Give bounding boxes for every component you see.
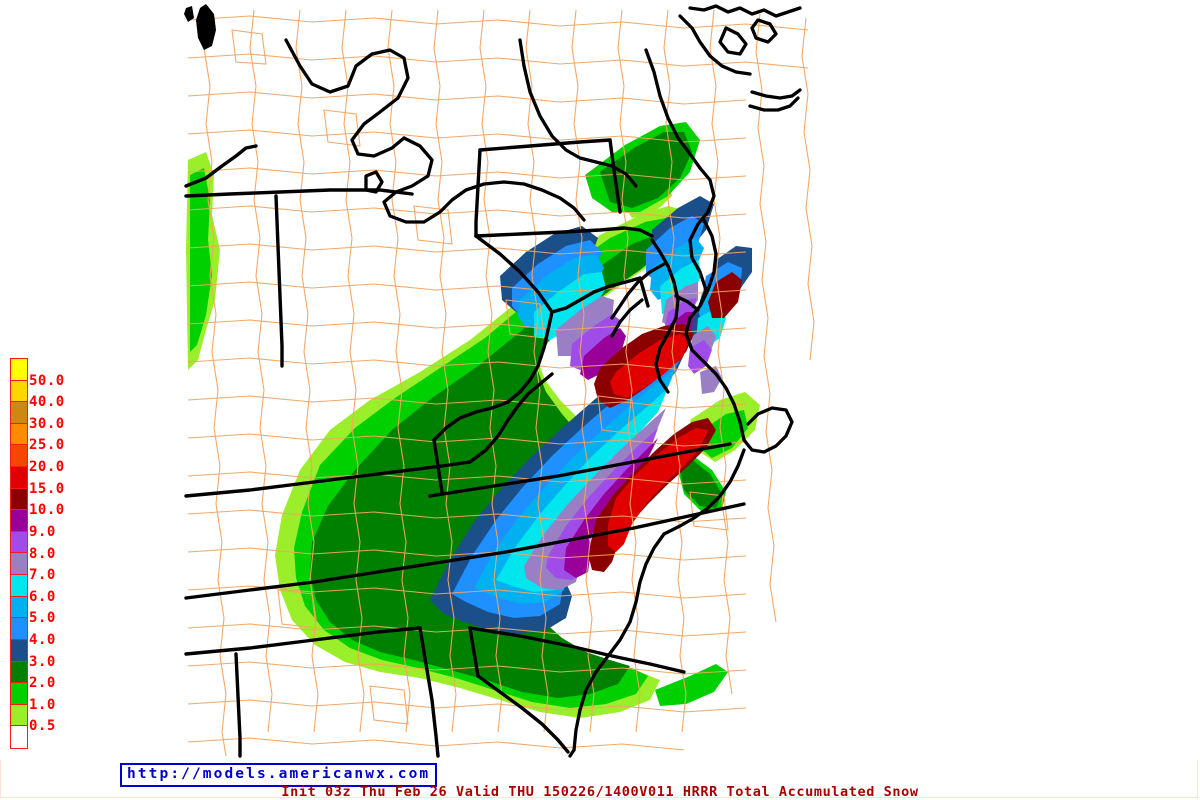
colorbar-swatch-9.0 [11,510,27,532]
colorbar-label-25.0: 25.0 [29,437,65,454]
colorbar-swatch-4.0 [11,618,27,640]
map-svg [184,4,815,758]
colorbar-swatch-base [11,726,27,748]
colorbar-swatch-2.0 [11,661,27,684]
colorbar-label-0.5: 0.5 [29,718,56,735]
colorbar-swatch-15.0 [11,467,27,489]
colorbar-swatch-20.0 [11,445,27,468]
colorbar-label-10.0: 10.0 [29,502,65,519]
map-canvas [184,4,815,758]
colorbar-swatch-1.0 [11,683,27,705]
colorbar-swatch-25.0 [11,423,27,446]
colorbar-swatch-10.0 [11,488,27,511]
colorbar-swatch-6.0 [11,575,27,597]
colorbar-label-9.0: 9.0 [29,523,56,540]
state-boundaries [184,138,746,758]
colorbar-labels: 50.0 40.0 30.0 25.0 20.0 15.0 10.0 9.0 8.0 7.0 6.0… [29,358,89,749]
colorbar-swatches [10,358,28,749]
colorbar-label-5.0: 5.0 [29,610,56,627]
colorbar-swatch-5.0 [11,596,27,619]
coastlines-and-lakes [184,4,802,758]
colorbar-swatch-8.0 [11,531,27,554]
colorbar-label-2.0: 2.0 [29,675,56,692]
colorbar-swatch-3.0 [11,639,27,662]
colorbar-label-8.0: 8.0 [29,545,56,562]
source-url-watermark[interactable]: http://models.americanwx.com [120,763,438,787]
colorbar-swatch-50.0 [11,359,27,381]
colorbar-label-30.0: 30.0 [29,415,65,432]
caption-product-title: HRRR Total Accumulated Snow [682,784,919,800]
colorbar-label-4.0: 4.0 [29,631,56,648]
snow-accumulation-contours [186,122,760,718]
caption-init: Init 03z Thu Feb 26 [281,784,448,800]
caption-valid: Valid THU 150226/1400V011 [455,784,675,800]
colorbar-label-50.0: 50.0 [29,372,65,389]
colorbar-swatch-7.0 [11,553,27,576]
colorbar-label-40.0: 40.0 [29,394,65,411]
colorbar-label-1.0: 1.0 [29,696,56,713]
colorbar-label-3.0: 3.0 [29,653,56,670]
colorbar-swatch-40.0 [11,380,27,403]
colorbar-swatch-0.5 [11,704,27,727]
model-run-caption: Init 03z Thu Feb 26 Valid THU 150226/140… [0,784,1200,800]
colorbar-label-20.0: 20.0 [29,459,65,476]
colorbar-label-7.0: 7.0 [29,567,56,584]
colorbar-swatch-30.0 [11,402,27,424]
colorbar-label-6.0: 6.0 [29,588,56,605]
colorbar-label-15.0: 15.0 [29,480,65,497]
